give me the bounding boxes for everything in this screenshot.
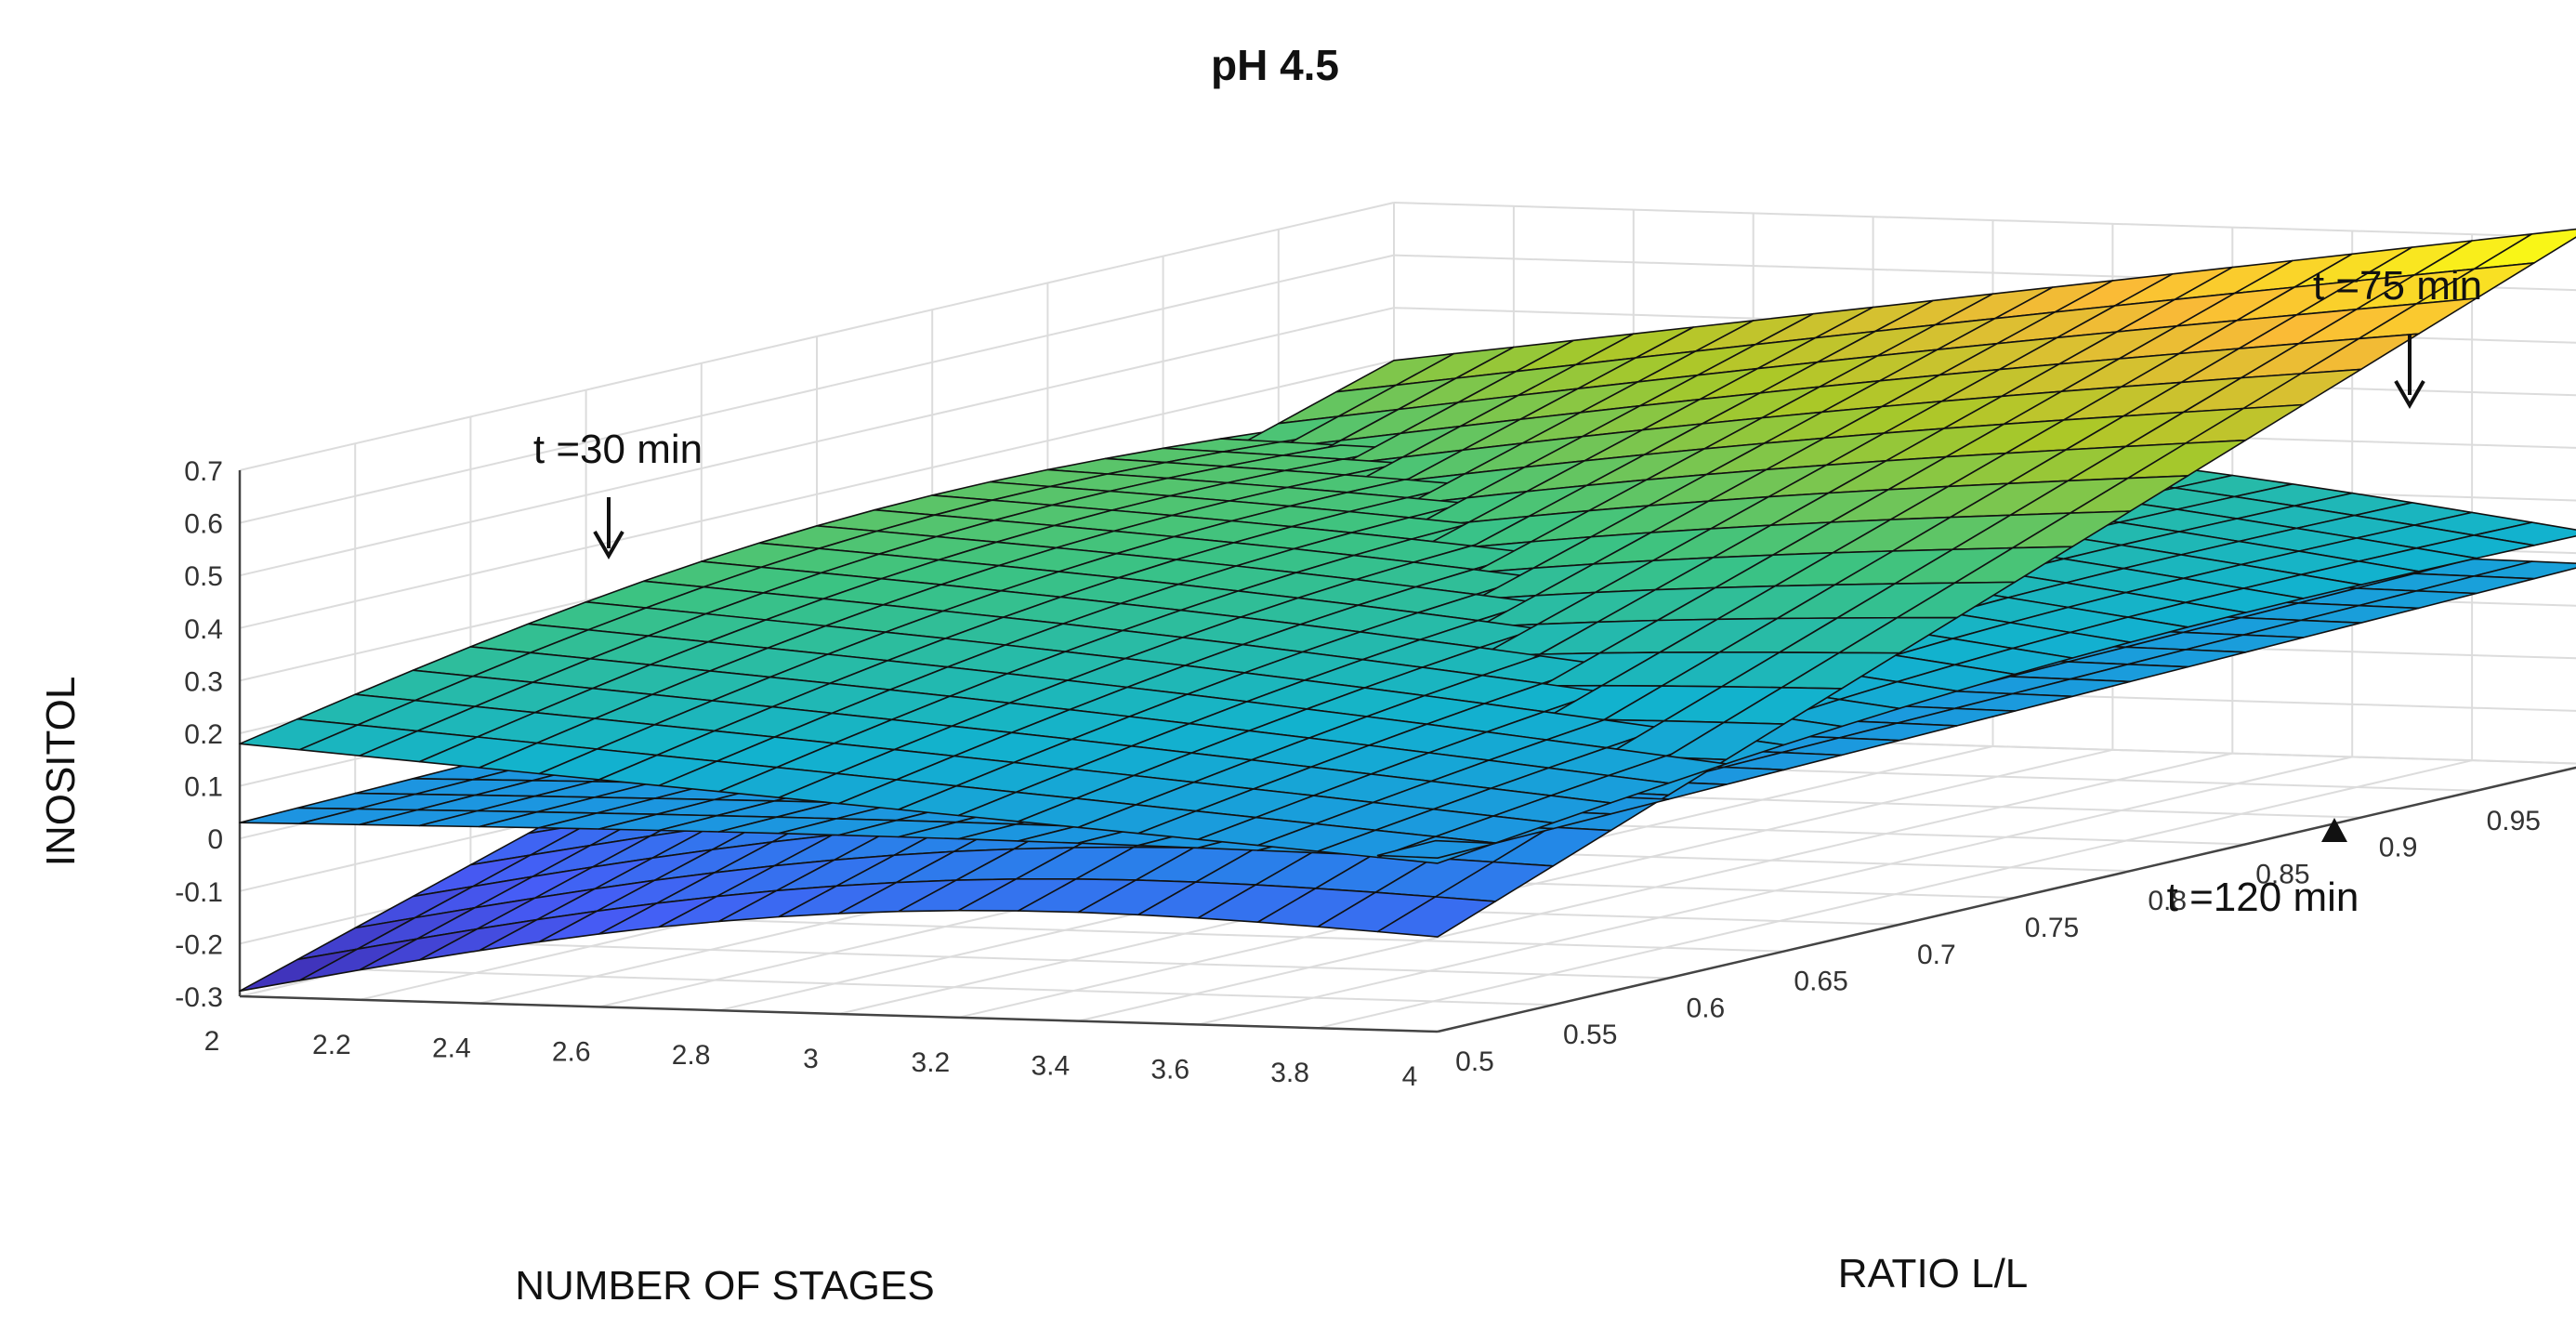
z-tick-label: 0.3 [184, 666, 223, 697]
annotation-t30: t =30 min [533, 427, 703, 472]
z-tick-label: 0.5 [184, 561, 223, 592]
x-tick-label: 4 [1402, 1061, 1418, 1092]
y-tick-label: 0.65 [1794, 967, 1847, 997]
surface-patch [1376, 839, 1496, 860]
x-tick-label: 3.4 [1031, 1051, 1070, 1082]
x-tick-label: 2.2 [312, 1030, 351, 1060]
arrow-down-icon [2394, 335, 2425, 410]
x-tick-label: 2.8 [672, 1040, 711, 1071]
y-axis-label: RATIO L/L [1838, 1251, 2029, 1296]
z-tick-label: 0.2 [184, 719, 223, 750]
tick-labels: 2 2.2 2.4 2.6 2.8 3 3.2 3.4 3.6 3.8 4 0.5 0.55 0.6 0.6… [175, 456, 2541, 1092]
x-tick-label: 3.6 [1150, 1054, 1189, 1085]
surfaces [239, 228, 2576, 993]
z-axis-label: INOSITOL [38, 677, 84, 867]
arrow-down-icon [593, 497, 624, 560]
z-tick-label: 0 [207, 824, 223, 855]
annotation-t75: t =75 min [2313, 263, 2482, 309]
y-tick-label: 0.75 [2025, 913, 2079, 943]
x-tick-label: 3 [803, 1044, 819, 1074]
y-tick-label: 0.85 [2255, 859, 2309, 889]
x-tick-label: 3.8 [1270, 1058, 1309, 1088]
x-axis-label: NUMBER OF STAGES [515, 1263, 934, 1309]
surface-patch [1376, 896, 1496, 938]
y-tick-label: 0.95 [2487, 806, 2541, 836]
x-tick-label: 2 [204, 1026, 220, 1057]
annotation-t120: t =120 min [2167, 875, 2359, 920]
annotations: t =30 min t =75 min t =120 min [533, 263, 2482, 920]
y-tick-label: 0.6 [1687, 993, 1726, 1023]
y-tick-label: 0.7 [1917, 940, 1956, 970]
z-tick-label: -0.3 [175, 982, 223, 1013]
z-tick-label: 0.6 [184, 509, 223, 540]
x-tick-label: 2.6 [552, 1036, 591, 1067]
chart-title: pH 4.5 [1211, 41, 1339, 89]
z-tick-label: -0.1 [175, 877, 223, 908]
y-tick-label: 0.55 [1563, 1020, 1617, 1050]
arrow-up-icon [2321, 818, 2347, 842]
z-tick-label: -0.2 [175, 929, 223, 960]
x-tick-label: 2.4 [432, 1033, 471, 1064]
y-tick-label: 0.8 [2148, 886, 2187, 916]
z-tick-label: 0.7 [184, 456, 223, 487]
z-tick-label: 0.1 [184, 772, 223, 803]
labels: pH 4.5 NUMBER OF STAGES RATIO L/L INOSIT… [38, 41, 2028, 1309]
z-tick-label: 0.4 [184, 614, 223, 645]
y-tick-label: 0.9 [2379, 833, 2418, 863]
y-tick-label: 0.5 [1455, 1046, 1494, 1077]
x-tick-label: 3.2 [912, 1047, 951, 1078]
